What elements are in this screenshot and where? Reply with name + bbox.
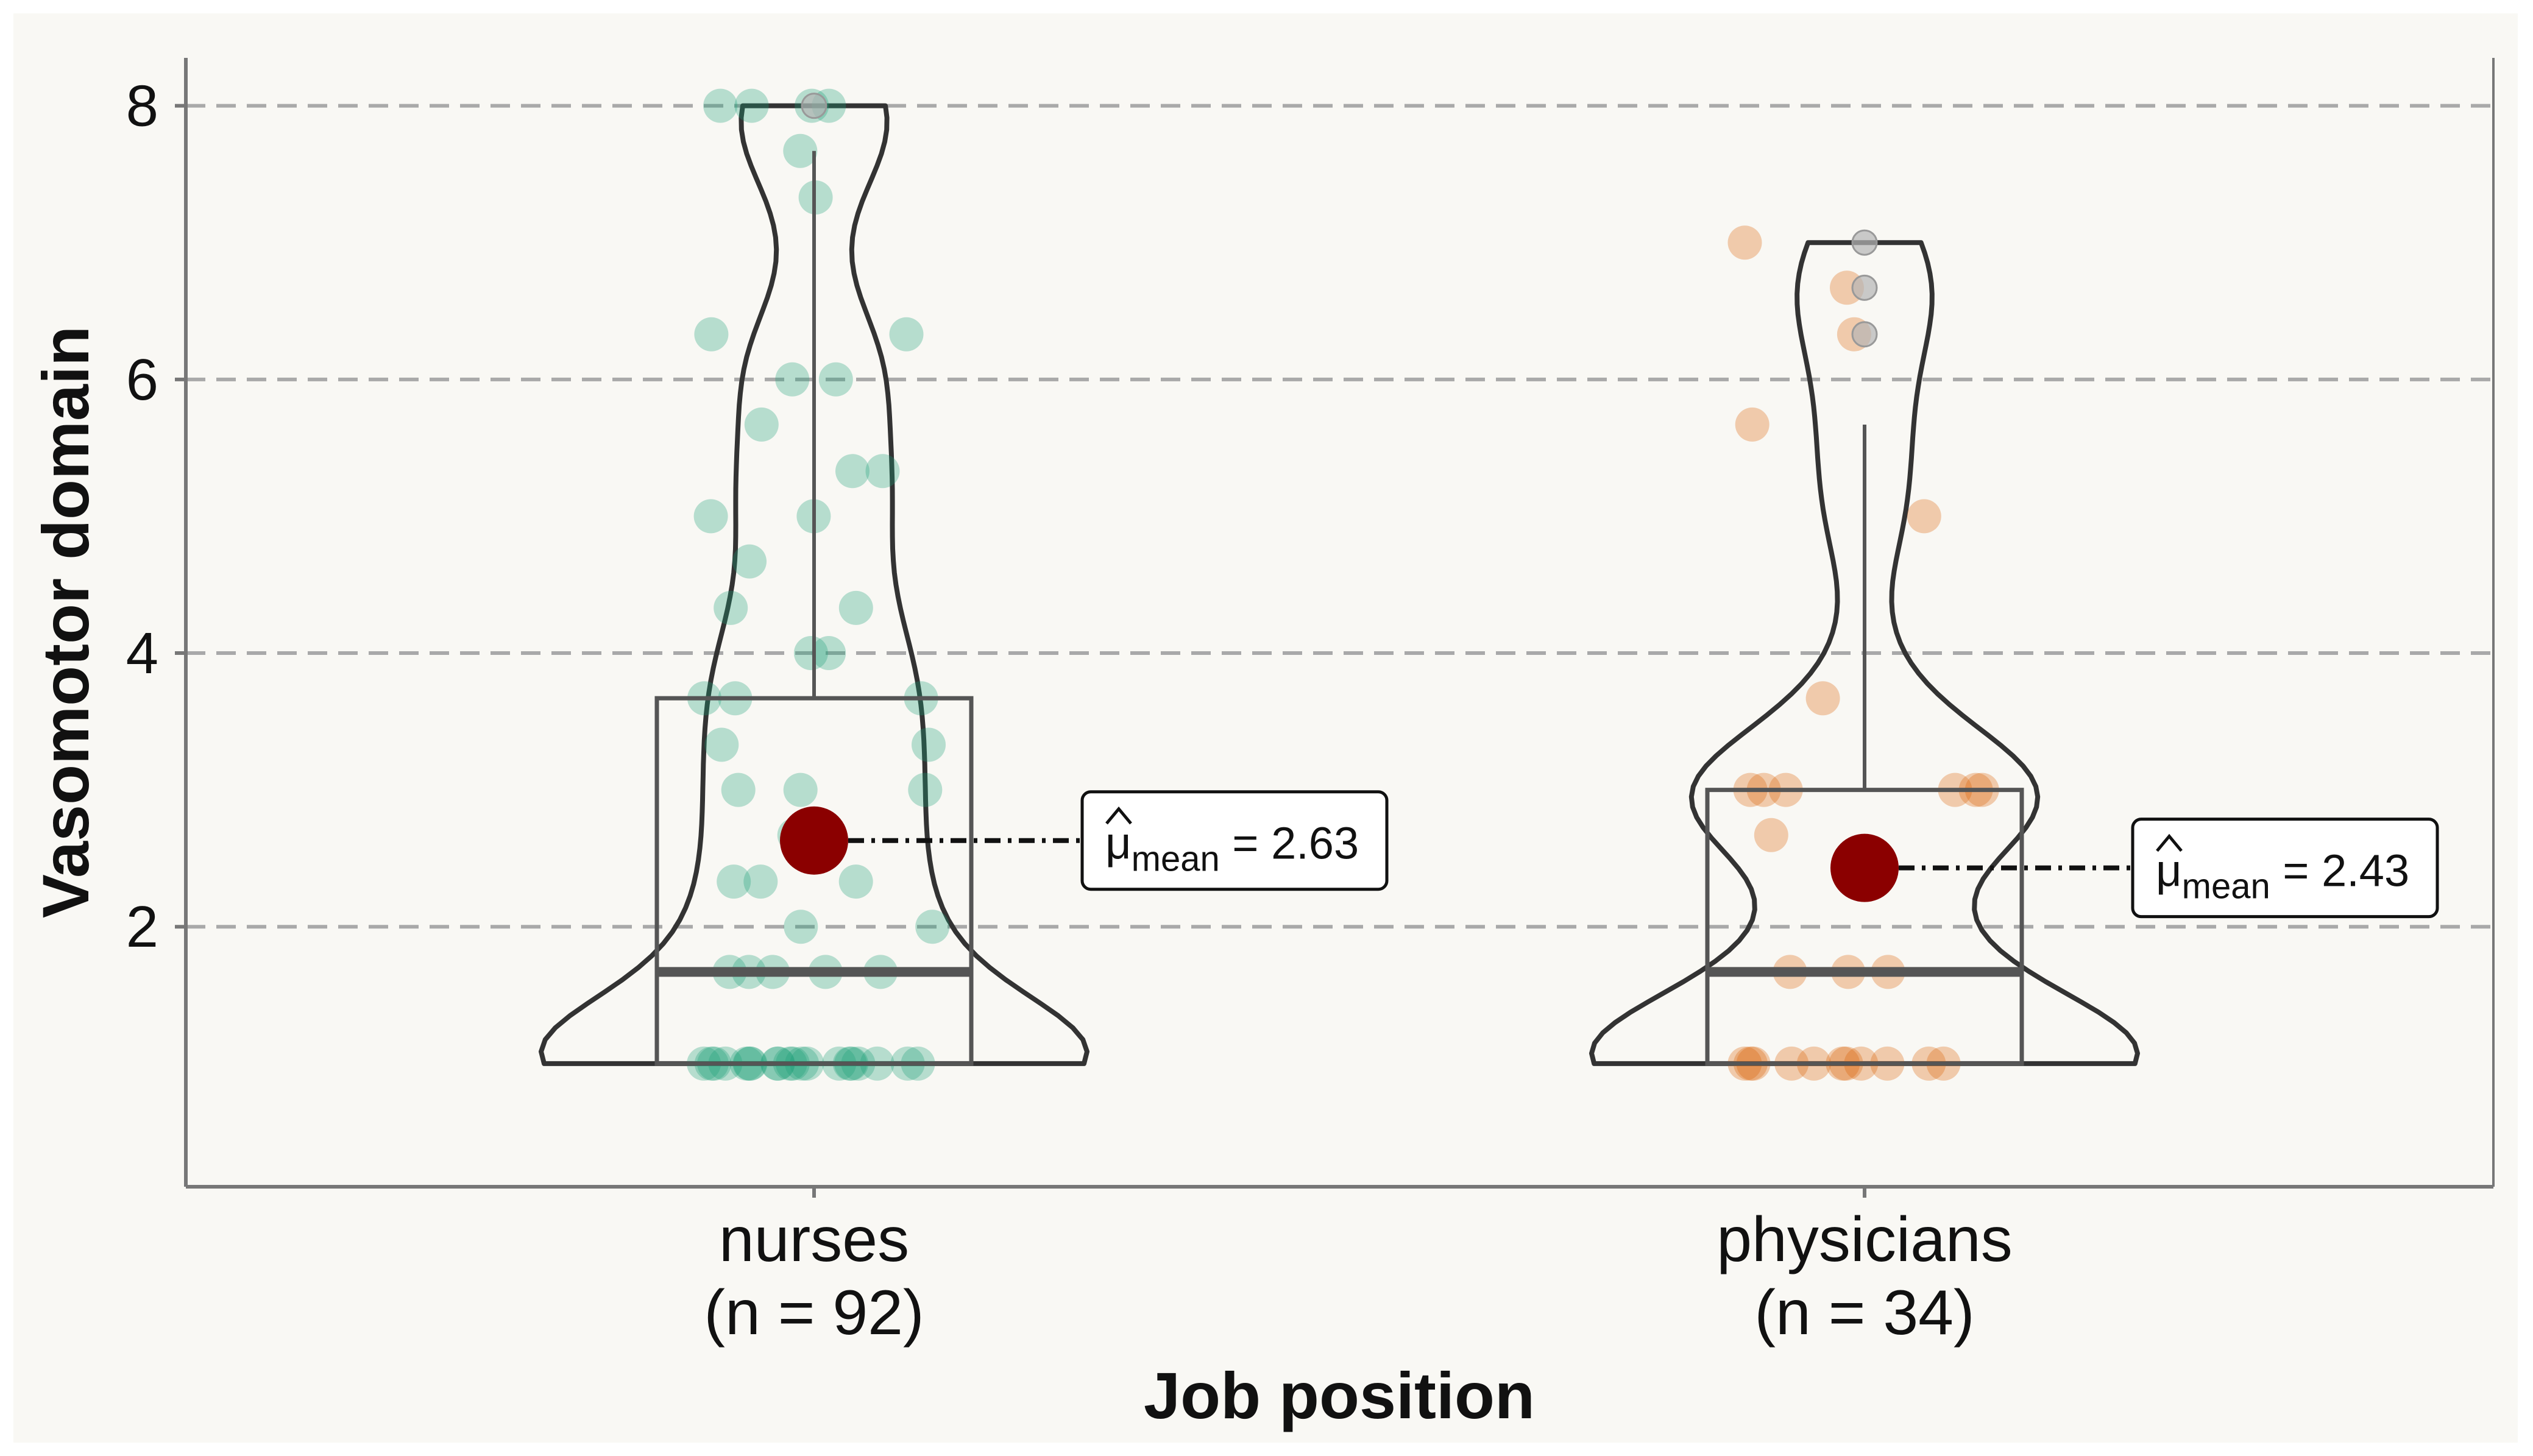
mean-point-nurses xyxy=(780,806,848,875)
outlier-point xyxy=(1851,321,1878,348)
mean-label-text: μmean = 2.63 xyxy=(1105,818,1359,879)
x-axis-title: Job position xyxy=(1144,1359,1535,1432)
violin-physicians xyxy=(1589,240,2140,1066)
box-physicians xyxy=(1705,788,2024,1066)
x-category-n-label: (n = 34) xyxy=(1754,1278,1974,1348)
data-point xyxy=(703,88,738,123)
data-point xyxy=(793,636,828,670)
mean-label-box xyxy=(1080,790,1389,891)
data-point xyxy=(783,772,818,807)
data-point xyxy=(783,133,818,168)
data-point xyxy=(912,727,946,762)
mean-markers: μmean = 2.63 μmean = 2.43 xyxy=(780,790,2439,919)
figure-background xyxy=(13,13,2518,1443)
mean-hat xyxy=(2156,833,2183,852)
violin-nurses xyxy=(539,103,1089,1066)
y-tick-label: 6 xyxy=(126,347,158,412)
y-tick-labels: 2 4 6 8 xyxy=(126,74,186,959)
data-point xyxy=(908,772,943,807)
data-point xyxy=(775,362,810,397)
x-category-n-label: (n = 92) xyxy=(704,1278,924,1348)
data-point xyxy=(1754,818,1788,852)
outlier-point xyxy=(1851,229,1878,256)
data-point xyxy=(838,864,873,899)
outlier-point xyxy=(1851,274,1878,301)
data-point xyxy=(694,317,729,352)
data-point xyxy=(784,910,818,944)
mean-point-physicians xyxy=(1830,833,1899,902)
data-point xyxy=(818,362,853,397)
data-point xyxy=(1907,499,1941,534)
data-point xyxy=(732,544,767,579)
y-tick-label: 2 xyxy=(126,894,158,959)
data-point xyxy=(915,910,950,944)
data-point xyxy=(865,454,900,489)
data-point xyxy=(743,864,778,899)
box-nurses xyxy=(654,696,974,1066)
y-tick-label: 8 xyxy=(126,74,158,139)
data-point xyxy=(1805,681,1840,716)
data-point xyxy=(838,590,873,625)
data-point xyxy=(704,727,739,762)
mean-hat xyxy=(1105,806,1132,825)
data-point xyxy=(1735,407,1770,442)
data-point xyxy=(721,772,756,807)
data-point xyxy=(717,864,751,899)
x-category-label: physicians xyxy=(1716,1204,2013,1275)
data-point xyxy=(693,499,728,534)
violins xyxy=(539,103,2140,1066)
data-point xyxy=(1727,225,1762,260)
data-point xyxy=(734,88,769,123)
data-point xyxy=(812,636,846,670)
y-tick-label: 4 xyxy=(126,621,158,686)
boxplots xyxy=(654,93,2024,1066)
data-point xyxy=(744,407,779,442)
mean-label-box xyxy=(2131,818,2439,919)
grid-lines xyxy=(186,104,2493,929)
data-point xyxy=(835,454,870,489)
mean-label-text: μmean = 2.43 xyxy=(2156,846,2409,906)
y-axis-title: Vasomotor domain xyxy=(29,326,102,918)
outlier-point xyxy=(801,93,827,119)
x-category-label: nurses xyxy=(719,1204,909,1275)
data-point xyxy=(889,317,924,352)
x-category-labels: nurses(n = 92) physicians(n = 34) xyxy=(704,1187,2013,1348)
data-point xyxy=(714,590,748,625)
axes xyxy=(184,58,2495,1189)
